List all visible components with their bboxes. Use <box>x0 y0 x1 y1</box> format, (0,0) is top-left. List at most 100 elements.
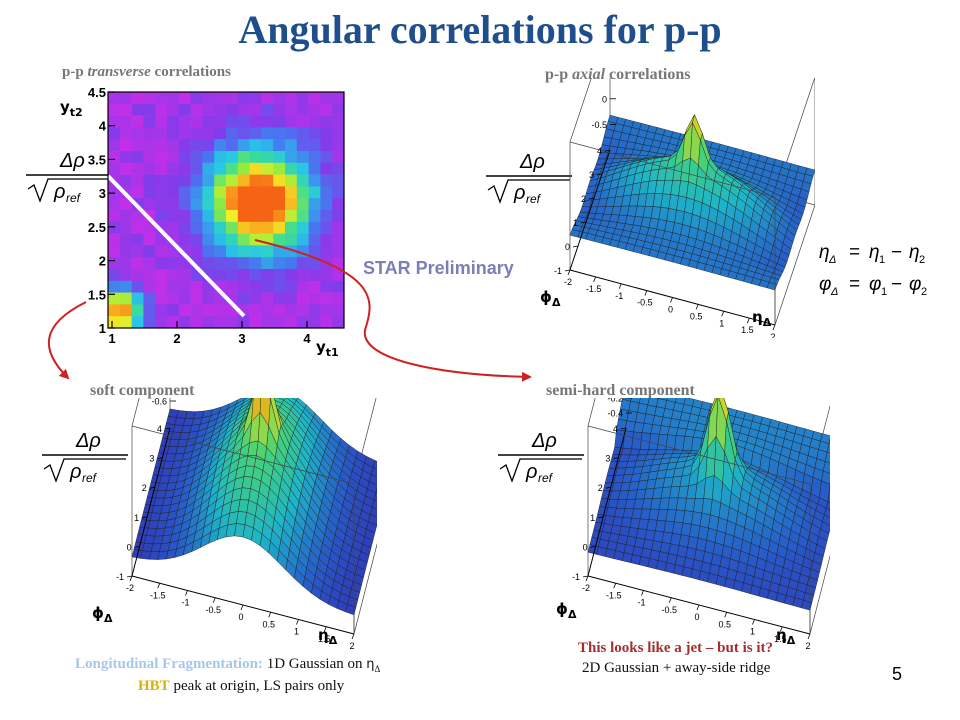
heatmap-cell <box>261 186 274 199</box>
heatmap-cell <box>202 233 215 246</box>
heatmap-cell <box>178 316 191 329</box>
svg-text:φ: φ <box>909 274 921 295</box>
heatmap-cell <box>273 304 286 317</box>
eta-tick-label: -1 <box>637 598 645 608</box>
heatmap-cell <box>308 92 321 105</box>
heatmap-cell <box>167 186 180 199</box>
eta-tick-label: -2 <box>126 583 134 593</box>
heatmap-cell <box>167 257 180 270</box>
heatmap-cell <box>285 198 298 211</box>
heatmap-cell <box>178 292 191 305</box>
longitudinal-fragmentation-note: Longitudinal Fragmentation: 1D Gaussian … <box>75 656 381 674</box>
heatmap-cell <box>332 280 345 293</box>
heatmap-cell <box>273 245 286 258</box>
heatmap-cell <box>332 186 345 199</box>
heatmap-cell <box>108 221 121 234</box>
heatmap-cell <box>332 198 345 211</box>
heatmap-cell <box>320 257 333 270</box>
heatmap-cell <box>108 304 121 317</box>
heatmap-cell <box>119 221 132 234</box>
heatmap-cell <box>226 221 239 234</box>
heatmap-cell <box>273 210 286 223</box>
heatmap-cell <box>285 139 298 152</box>
heatmap-cell <box>261 162 274 175</box>
heatmap-cell <box>143 292 156 305</box>
heatmap-cell <box>273 115 286 128</box>
heatmap-cell <box>131 269 144 282</box>
heatmap-cell <box>155 198 168 211</box>
heatmap-cell <box>320 245 333 258</box>
surface-facet <box>345 604 357 616</box>
heatmap-cell <box>190 127 203 140</box>
hbt-note: HBT peak at origin, LS pairs only <box>138 678 345 694</box>
heatmap-cell <box>202 127 215 140</box>
heatmap-cell <box>296 292 309 305</box>
heatmap-cell <box>226 245 239 258</box>
heatmap-cell <box>190 174 203 187</box>
soft-phi-label: ϕΔ <box>92 604 113 625</box>
heatmap-cell <box>108 257 121 270</box>
heatmap-cell <box>308 115 321 128</box>
eta-tick-label: -1.5 <box>150 590 166 600</box>
svg-text:ref: ref <box>538 471 554 485</box>
semihard-eta-label: ηΔ <box>776 626 796 647</box>
heatmap-cell <box>190 304 203 317</box>
heatmap-cell <box>273 257 286 270</box>
heatmap-cell <box>296 198 309 211</box>
heatmap-cell <box>237 127 250 140</box>
surface-facet <box>766 281 778 291</box>
heatmap-cell <box>296 269 309 282</box>
heatmap-cell <box>143 162 156 175</box>
heatmap-cell <box>167 304 180 317</box>
heatmap-cell <box>308 245 321 258</box>
heatmap-cell <box>320 221 333 234</box>
heatmap-cell <box>143 186 156 199</box>
heatmap-cell <box>249 115 262 128</box>
eta-tick-label: 0 <box>238 612 243 622</box>
z-tick-label: -0.2 <box>607 398 623 404</box>
heatmap-cell <box>261 174 274 187</box>
heatmap-cell <box>167 139 180 152</box>
phi-tick-label: 3 <box>605 454 610 464</box>
heatmap-cell <box>190 221 203 234</box>
heatmap-cell <box>237 92 250 105</box>
svg-text:η: η <box>869 242 880 263</box>
transverse-caption: p-p transverse correlations <box>62 64 231 80</box>
heatmap-cell <box>178 221 191 234</box>
phi-tick-label: 1 <box>590 513 595 523</box>
heatmap-cell <box>237 103 250 116</box>
heatmap-cell <box>108 280 121 293</box>
svg-text:ρ: ρ <box>69 461 81 483</box>
heatmap-cell <box>226 233 239 246</box>
heatmap-cell <box>178 115 191 128</box>
heatmap-cell <box>143 103 156 116</box>
heatmap-cell <box>320 115 333 128</box>
heatmap-cell <box>308 198 321 211</box>
heatmap-cell <box>237 233 250 246</box>
heatmap-cell <box>155 292 168 305</box>
heatmap-cell <box>226 174 239 187</box>
heatmap-cell <box>131 92 144 105</box>
heatmap-xtick-label: 1 <box>108 331 115 346</box>
svg-text:−: − <box>891 274 902 295</box>
heatmap-cell <box>332 245 345 258</box>
heatmap-cell <box>119 304 132 317</box>
heatmap-cell <box>237 280 250 293</box>
heatmap-cell <box>178 269 191 282</box>
heatmap-cell <box>108 210 121 223</box>
heatmap-cell <box>273 174 286 187</box>
heatmap-cell <box>119 127 132 140</box>
heatmap-cell <box>332 174 345 187</box>
heatmap-cell <box>261 269 274 282</box>
heatmap-cell <box>202 304 215 317</box>
eta-tick-label: 0 <box>668 305 673 315</box>
heatmap-cell <box>296 151 309 164</box>
svg-text:Δρ: Δρ <box>59 150 85 172</box>
heatmap-cell <box>237 221 250 234</box>
heatmap-cell <box>202 162 215 175</box>
heatmap-cell <box>226 162 239 175</box>
phi-tick-label: -1 <box>554 266 562 276</box>
eta-tick-label: -2 <box>564 277 572 287</box>
heatmap-cell <box>249 198 262 211</box>
semihard-caption: semi-hard component <box>546 382 695 399</box>
